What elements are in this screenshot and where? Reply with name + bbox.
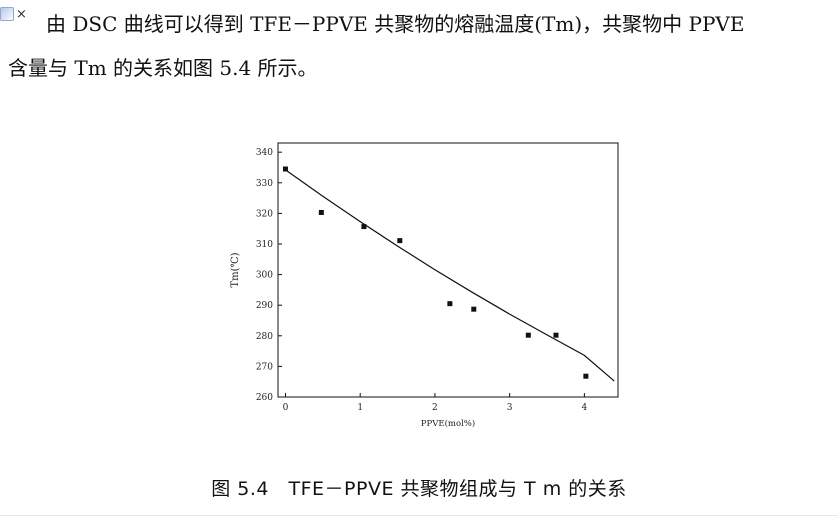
- data-point: [397, 238, 403, 244]
- y-axis-label: Tm(℃): [230, 252, 241, 287]
- y-tick-label: 330: [256, 179, 273, 189]
- x-axis-label: PPVE(mol%): [421, 418, 475, 429]
- x-tick-label: 0: [283, 403, 289, 413]
- y-tick-label: 300: [256, 271, 273, 281]
- annotation-toolbar: ×: [0, 4, 27, 24]
- y-tick-label: 320: [256, 209, 273, 219]
- figure-caption: 图 5.4 TFE－PPVE 共聚物组成与 T m 的关系: [211, 478, 627, 500]
- y-tick-label: 310: [256, 240, 273, 250]
- data-point: [361, 224, 367, 230]
- data-point: [318, 209, 324, 215]
- figure: 260 270 280 290 300 310 320 330 340 0 1 2 3 4 PPVE(mol…: [220, 135, 640, 435]
- page-divider: [0, 515, 838, 516]
- x-tick-label: 2: [432, 403, 438, 413]
- data-point: [471, 306, 477, 312]
- plot-frame: [277, 142, 619, 398]
- data-point: [583, 373, 589, 379]
- note-icon[interactable]: [0, 7, 14, 21]
- x-tick-label: 1: [357, 403, 363, 413]
- fit-curve: [285, 169, 615, 382]
- data-point: [447, 301, 453, 307]
- y-tick-label: 280: [256, 332, 273, 342]
- close-icon[interactable]: ×: [16, 6, 27, 22]
- data-point: [553, 332, 559, 338]
- y-tick-label: 340: [256, 148, 273, 158]
- y-tick-label: 270: [256, 362, 273, 372]
- data-point: [525, 332, 531, 338]
- y-tick-label: 290: [256, 301, 273, 311]
- tm-vs-ppve-chart: 260 270 280 290 300 310 320 330 340 0 1 2 3 4 PPVE(mol…: [230, 142, 619, 429]
- paragraph-line-2: 含量与 Tm 的关系如图 5.4 所示。: [8, 56, 318, 80]
- body-paragraph: 由 DSC 曲线可以得到 TFE－PPVE 共聚物的熔融温度(Tm)，共聚物中 …: [8, 2, 838, 90]
- y-tick-label: 260: [256, 393, 273, 403]
- data-point: [282, 166, 288, 172]
- x-tick-label: 4: [582, 403, 588, 413]
- paragraph-line-1: 由 DSC 曲线可以得到 TFE－PPVE 共聚物的熔融温度(Tm)，共聚物中 …: [46, 12, 745, 36]
- x-tick-label: 3: [507, 403, 513, 413]
